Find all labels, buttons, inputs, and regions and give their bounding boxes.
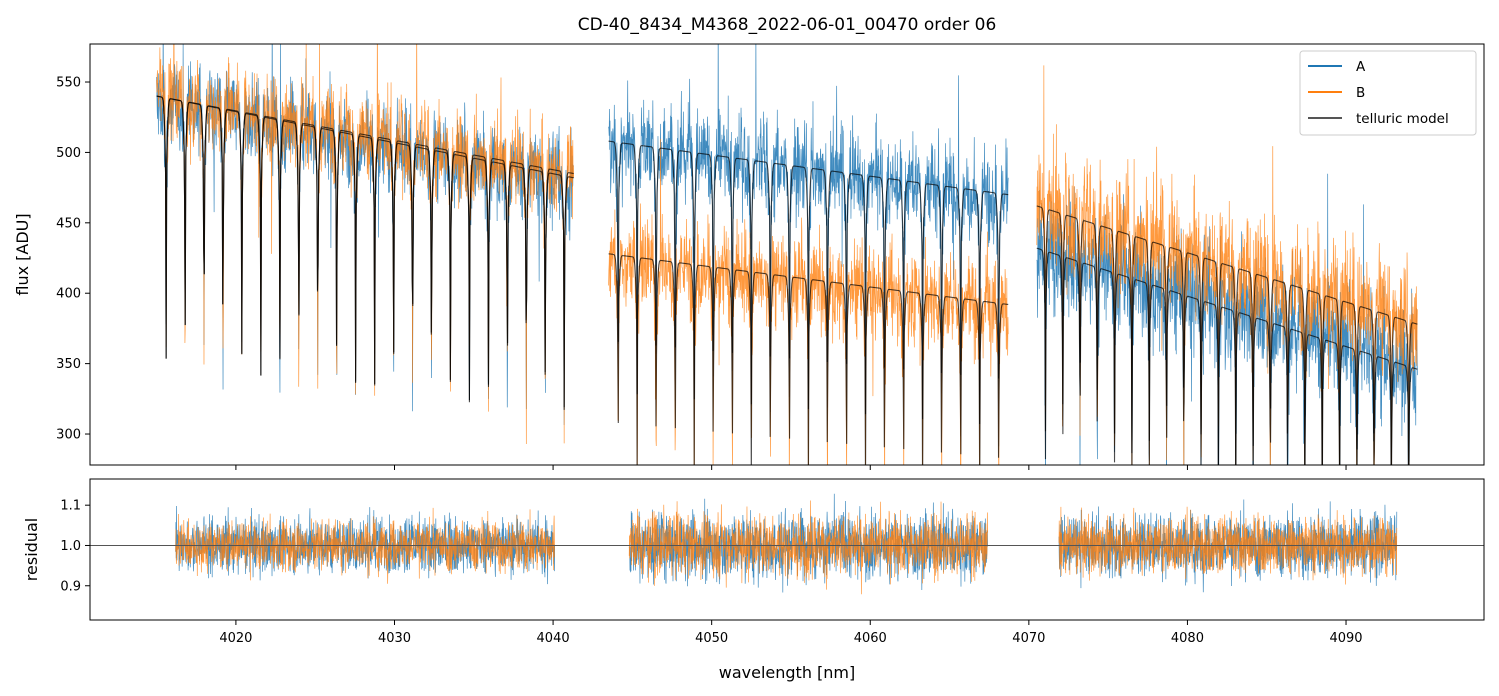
flux-y-tick-label: 450: [56, 216, 81, 231]
legend: A B telluric model: [1299, 50, 1477, 136]
x-tick-label: 4050: [695, 631, 728, 646]
x-tick-label: 4080: [1171, 631, 1204, 646]
x-tick-label: 4060: [854, 631, 887, 646]
x-tick-label: 4070: [1012, 631, 1045, 646]
flux-y-tick-label: 350: [56, 357, 81, 372]
legend-label-b: B: [1356, 85, 1365, 101]
flux-panel: 300 350 400 450 500 550 flux [ADU] A B tellur…: [13, 43, 1485, 470]
telluric-model-b-line: [156, 95, 574, 408]
telluric-model-b-line: [608, 253, 1009, 465]
series-b-line: [156, 44, 575, 444]
series-b-line: [608, 138, 1009, 465]
flux-series-area: [156, 44, 1418, 465]
chart-title: CD-40_8434_M4368_2022-06-01_00470 order …: [578, 15, 997, 35]
flux-y-tick-label: 400: [56, 287, 81, 302]
flux-y-axis: 300 350 400 450 500 550: [56, 76, 90, 443]
flux-panel-frame: [89, 43, 1485, 466]
x-tick-label: 4030: [378, 631, 411, 646]
residual-y-tick-label: 1.0: [60, 539, 81, 554]
residual-b-line: [175, 507, 556, 584]
residual-panel-frame: [89, 478, 1485, 621]
series-b-line: [1036, 65, 1418, 465]
residual-y-tick-label: 1.1: [60, 499, 81, 514]
residual-panel: 0.91.01.1 4020 4030 4040 4050 4060 4070 4080 40…: [22, 478, 1485, 682]
telluric-model-a-line: [1036, 247, 1418, 465]
residual-x-axis: 4020 4030 4040 4050 4060 4070 4080 4090: [219, 620, 1363, 646]
x-axis-label: wavelength [nm]: [719, 663, 856, 682]
x-tick-label: 4020: [219, 631, 252, 646]
residual-b-line: [1058, 506, 1398, 585]
flux-y-tick-label: 300: [56, 428, 81, 443]
residual-y-axis-label: residual: [22, 518, 41, 581]
flux-x-ticks: [235, 465, 1347, 470]
flux-y-axis-label: flux [ADU]: [13, 213, 32, 295]
x-tick-label: 4040: [537, 631, 570, 646]
legend-frame: [1299, 50, 1477, 136]
residual-y-axis: 0.9 1.0 1.1: [60, 499, 90, 594]
residual-y-tick-label: 0.9: [60, 579, 81, 594]
series-a-line: [156, 44, 574, 426]
residual-series-area: [90, 493, 1484, 595]
residual-b-line: [628, 500, 988, 595]
flux-y-tick-label: 550: [56, 76, 81, 91]
legend-label-model: telluric model: [1356, 111, 1449, 127]
legend-label-a: A: [1356, 59, 1366, 75]
flux-y-tick-label: 500: [56, 146, 81, 161]
x-tick-label: 4090: [1329, 631, 1362, 646]
telluric-model-b-line: [1036, 205, 1418, 465]
